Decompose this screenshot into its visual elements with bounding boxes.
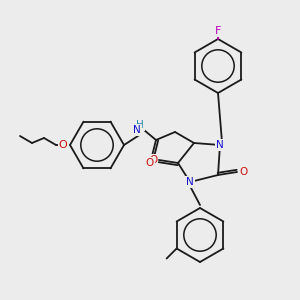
Text: O: O bbox=[146, 158, 154, 168]
Text: O: O bbox=[149, 155, 157, 165]
Text: F: F bbox=[215, 26, 221, 36]
Text: N: N bbox=[216, 140, 224, 150]
Text: N: N bbox=[186, 177, 194, 187]
Text: O: O bbox=[239, 167, 247, 177]
Text: N: N bbox=[133, 125, 141, 135]
Text: O: O bbox=[58, 140, 68, 150]
Text: H: H bbox=[136, 120, 144, 130]
